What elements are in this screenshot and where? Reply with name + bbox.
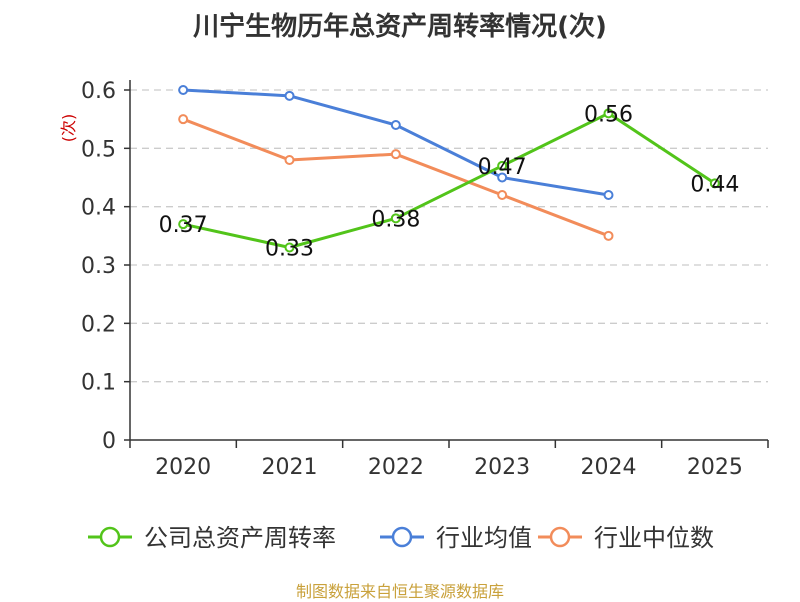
legend-marker xyxy=(391,526,413,548)
data-point xyxy=(603,108,614,119)
axis-layer: 0 0.1 0.2 0.3 0.4 0.5 0.6 2020 2021 2022 2023 2024 2… xyxy=(81,79,769,480)
data-point xyxy=(178,114,189,125)
data-point xyxy=(709,178,720,189)
data-label: 0.44 xyxy=(690,172,739,197)
x-tick-label: 2020 xyxy=(155,455,211,480)
x-tick-label: 2022 xyxy=(368,455,424,480)
series-line xyxy=(182,111,716,249)
legend-marker xyxy=(99,526,121,548)
label-layer: 0.37 0.33 0.38 0.47 0.56 0.44 xyxy=(159,102,740,261)
data-point xyxy=(390,213,401,224)
x-tick-label: 2021 xyxy=(262,455,318,480)
data-label: 0.37 xyxy=(159,213,208,238)
series-layer xyxy=(178,85,720,253)
data-label: 0.38 xyxy=(371,207,420,232)
legend-marker xyxy=(549,526,571,548)
data-point xyxy=(497,160,508,171)
data-point xyxy=(178,85,189,95)
legend-label: 行业均值 xyxy=(436,524,532,552)
data-point xyxy=(284,155,295,165)
grid-layer xyxy=(130,89,768,383)
data-point xyxy=(284,90,295,101)
data-point xyxy=(497,190,508,200)
y-tick-label: 0 xyxy=(102,429,116,454)
data-point xyxy=(390,120,401,130)
data-point xyxy=(603,230,614,241)
legend-label: 公司总资产周转率 xyxy=(144,524,336,552)
data-point xyxy=(284,242,295,253)
legend-label: 行业中位数 xyxy=(594,524,714,552)
y-tick-label: 0.6 xyxy=(81,79,116,104)
data-point xyxy=(178,219,189,230)
data-point xyxy=(390,149,401,160)
data-point xyxy=(603,190,614,200)
y-tick-label: 0.2 xyxy=(81,312,116,337)
y-axis-label: (次) xyxy=(59,114,78,143)
y-tick-label: 0.5 xyxy=(81,137,116,162)
x-tick-label: 2025 xyxy=(687,455,743,480)
source-note: 制图数据来自恒生聚源数据库 xyxy=(295,582,504,601)
y-tick-label: 0.4 xyxy=(81,196,116,221)
y-tick-label: 0.3 xyxy=(81,254,116,279)
data-label: 0.33 xyxy=(265,237,314,262)
legend-layer: 公司总资产周转率 行业均值 行业中位数 xyxy=(88,524,714,552)
y-tick-label: 0.1 xyxy=(81,371,116,396)
data-label: 0.56 xyxy=(584,102,633,127)
chart-title: 川宁生物历年总资产周转率情况(次) xyxy=(193,12,607,42)
x-tick-label: 2024 xyxy=(581,455,637,480)
data-label: 0.47 xyxy=(478,155,527,180)
data-point xyxy=(497,172,508,183)
x-tick-label: 2023 xyxy=(474,455,530,480)
